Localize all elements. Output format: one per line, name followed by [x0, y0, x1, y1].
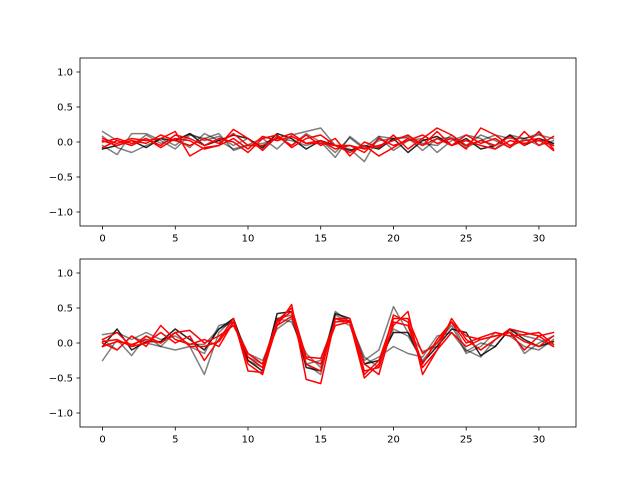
x-tick-label: 30 — [533, 234, 546, 245]
x-tick-label: 15 — [314, 234, 327, 245]
y-tick-label: 0.5 — [57, 304, 73, 315]
x-tick-label: 15 — [314, 435, 327, 446]
x-tick-label: 0 — [99, 435, 105, 446]
x-tick-label: 20 — [387, 234, 400, 245]
series-line-8 — [101, 307, 555, 376]
x-tick-label: 25 — [460, 234, 473, 245]
y-tick-label: −0.5 — [49, 173, 73, 184]
axes-1: 0 5 10 15 20 25 30 −1.0 −0.5 0.0 0.5 1.0 — [49, 57, 577, 245]
x-tick-label: 20 — [387, 435, 400, 446]
y-tick-label: 1.0 — [57, 269, 73, 280]
x-tick-label: 10 — [242, 234, 255, 245]
axes-2-series — [101, 303, 555, 385]
y-tick-label: 1.0 — [57, 68, 73, 79]
series-line-8 — [101, 132, 555, 150]
x-tick-label: 10 — [242, 435, 255, 446]
y-tick-label: 0.0 — [57, 339, 73, 350]
y-tick-label: 0.0 — [57, 138, 73, 149]
axes-2: 0 5 10 15 20 25 30 −1.0 −0.5 0.0 0.5 1.0 — [49, 258, 577, 446]
series-line-5 — [101, 303, 555, 385]
y-tick-label: −1.0 — [49, 409, 73, 420]
x-tick-label: 0 — [99, 234, 105, 245]
y-tick-label: −1.0 — [49, 208, 73, 219]
y-tick-label: −0.5 — [49, 374, 73, 385]
y-tick-label: 0.5 — [57, 103, 73, 114]
series-line-7 — [101, 130, 555, 157]
x-tick-label: 5 — [172, 435, 178, 446]
series-line-7 — [101, 314, 555, 372]
series-line-3 — [101, 132, 555, 159]
x-tick-label: 25 — [460, 435, 473, 446]
x-tick-label: 30 — [533, 435, 546, 446]
x-tick-label: 5 — [172, 234, 178, 245]
axes-1-series — [101, 127, 555, 163]
